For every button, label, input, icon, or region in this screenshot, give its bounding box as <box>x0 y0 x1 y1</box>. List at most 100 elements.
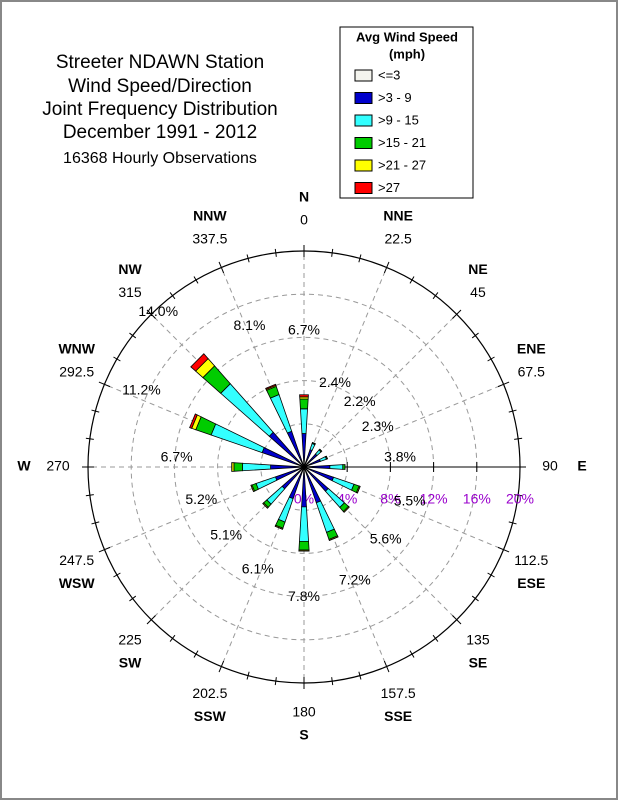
angle-label: 315 <box>118 284 142 300</box>
bar-segment <box>312 442 316 445</box>
direction-total-label: 5.6% <box>370 530 402 546</box>
legend-label: >21 - 27 <box>378 157 426 172</box>
direction-label: NW <box>118 261 142 277</box>
direction-total-label: 6.7% <box>161 449 193 465</box>
bar-segment <box>319 448 323 452</box>
direction-total-label: 5.2% <box>185 491 217 507</box>
legend-swatch <box>354 114 373 127</box>
tick <box>383 261 390 274</box>
bar-segment <box>329 536 339 541</box>
angle-label: 135 <box>466 632 490 648</box>
direction-label: W <box>17 458 31 474</box>
direction-total-label: 7.2% <box>339 571 371 587</box>
tick <box>497 546 510 553</box>
minor-tick <box>193 276 199 284</box>
direction-total-label: 5.1% <box>210 527 242 543</box>
tick <box>497 381 510 388</box>
minor-tick <box>487 356 495 362</box>
bar-segment <box>242 462 271 472</box>
angle-label: 157.5 <box>381 685 416 701</box>
minor-tick <box>129 595 137 602</box>
tick <box>383 660 390 673</box>
title-line: Joint Frequency Distribution <box>42 99 278 120</box>
tick <box>98 546 111 553</box>
spoke <box>303 383 504 468</box>
minor-tick <box>514 437 523 440</box>
direction-total-label: 2.2% <box>344 393 376 409</box>
tick <box>218 660 225 673</box>
angle-label: 45 <box>470 284 486 300</box>
minor-tick <box>274 677 277 686</box>
minor-tick <box>358 254 362 263</box>
angle-label: 22.5 <box>385 230 412 246</box>
direction-label: SW <box>119 655 142 671</box>
bar-segment <box>190 353 209 372</box>
minor-tick <box>169 634 176 642</box>
direction-label: SE <box>469 655 488 671</box>
bar-segment <box>298 540 310 551</box>
minor-tick <box>409 650 415 658</box>
legend-label: >3 - 9 <box>378 90 412 105</box>
angle-label: 67.5 <box>518 364 545 380</box>
direction-total-label: 6.7% <box>288 321 320 337</box>
bar-segment <box>343 506 350 513</box>
angle-label: 337.5 <box>192 230 227 246</box>
bar-segment <box>189 413 198 429</box>
legend-swatch <box>354 182 373 194</box>
minor-tick <box>358 671 362 680</box>
direction-total-label: 7.8% <box>288 588 320 604</box>
legend-swatch <box>354 92 373 104</box>
direction-total-label: 3.8% <box>384 449 416 465</box>
minor-tick <box>246 671 250 680</box>
minor-tick <box>113 572 121 578</box>
minor-tick <box>487 572 495 578</box>
direction-total-label: 6.1% <box>242 560 274 576</box>
direction-label: NE <box>468 261 487 277</box>
minor-tick <box>246 254 250 263</box>
direction-total-label: 14.0% <box>138 303 178 319</box>
bar-segment <box>357 486 361 494</box>
tick <box>452 309 462 319</box>
direction-total-label: 2.4% <box>319 374 351 390</box>
tick <box>218 261 225 274</box>
direction-label: E <box>577 458 586 474</box>
spoke <box>303 313 458 468</box>
legend-box <box>339 26 474 199</box>
radial-tick-label: 20% <box>506 491 534 507</box>
minor-tick <box>508 409 517 413</box>
minor-tick <box>274 248 277 257</box>
subtitle: 16368 Hourly Observations <box>63 150 257 167</box>
bar-segment <box>250 485 254 492</box>
legend-label: >15 - 21 <box>378 135 426 150</box>
direction-label: N <box>299 189 309 205</box>
title-line: December 1991 - 2012 <box>63 122 257 143</box>
legend-label: >27 <box>378 180 400 195</box>
direction-label: ESE <box>517 575 545 591</box>
angle-label: 247.5 <box>59 552 94 568</box>
minor-tick <box>85 494 94 497</box>
minor-tick <box>409 276 415 284</box>
legend-swatch <box>354 69 373 82</box>
minor-tick <box>91 409 100 413</box>
direction-label: SSW <box>194 708 227 724</box>
minor-tick <box>169 292 176 300</box>
minor-tick <box>432 292 439 300</box>
bar-segment <box>325 455 328 460</box>
minor-tick <box>331 677 334 686</box>
minor-tick <box>193 650 199 658</box>
minor-tick <box>471 595 479 602</box>
minor-tick <box>91 521 100 525</box>
angle-label: 225 <box>118 632 142 648</box>
legend-swatch <box>354 137 373 149</box>
minor-tick <box>508 521 517 525</box>
title: Streeter NDAWN Station Wind Speed/Direct… <box>42 52 278 143</box>
bar-segment <box>265 383 277 390</box>
angle-label: 112.5 <box>514 552 548 568</box>
bar-segment <box>274 525 283 530</box>
radial-tick-label: 16% <box>463 491 491 507</box>
direction-total-label: 8.1% <box>234 317 266 333</box>
tick <box>98 381 111 388</box>
direction-label: SSE <box>384 708 412 724</box>
direction-total-label: 5.5% <box>394 492 426 508</box>
